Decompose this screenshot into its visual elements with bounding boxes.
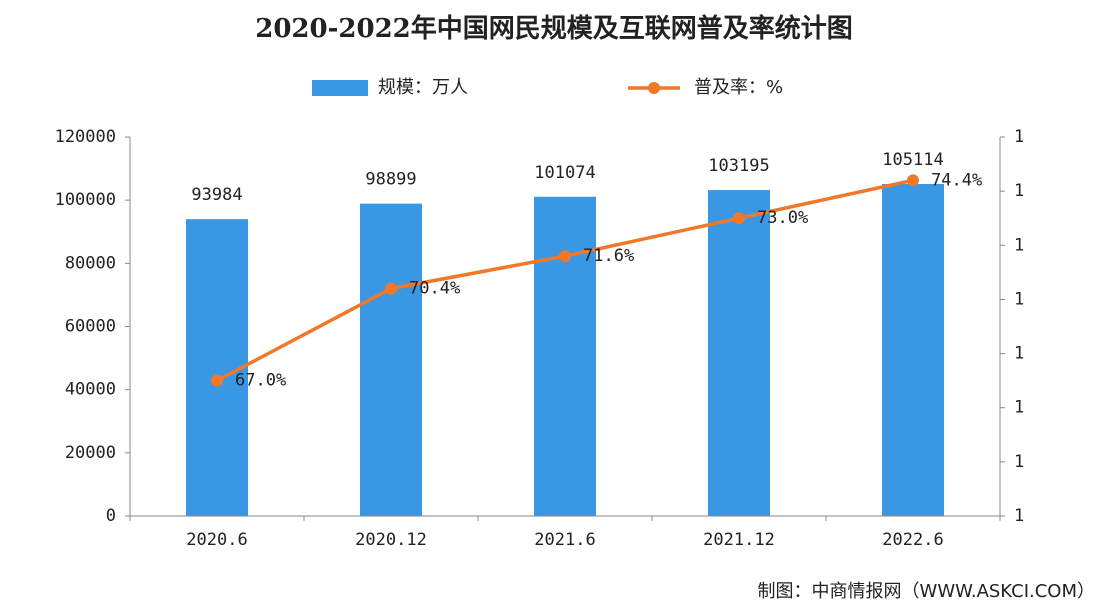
bar [708,190,770,516]
source-note: 制图：中商情报网（WWW.ASKCI.COM） [758,581,1095,602]
y2-tick-label: 1 [1014,452,1024,472]
y-tick-label: 20000 [65,443,116,463]
y-tick-label: 80000 [65,253,116,273]
line-point [211,374,223,387]
y2-tick-label: 1 [1014,181,1024,201]
line-point [733,212,745,225]
line-point [385,282,397,295]
line-value-label: 74.4% [931,170,982,190]
x-tick-label: 2020.12 [355,530,427,550]
y2-tick-label: 1 [1014,235,1024,255]
y-tick-label: 60000 [65,317,116,337]
line-value-label: 67.0% [235,371,286,391]
legend-label: 规模：万人 [378,77,468,98]
bar [882,184,944,516]
y-tick-label: 40000 [65,380,116,400]
y2-tick-label: 1 [1014,344,1024,364]
x-tick-label: 2021.12 [703,530,775,550]
y2-tick-label: 1 [1014,398,1024,418]
x-tick-label: 2022.6 [882,530,943,550]
line-value-label: 70.4% [409,279,460,299]
line-point [559,250,571,263]
y2-tick-label: 1 [1014,127,1024,147]
bar [186,219,248,516]
bar-value-label: 98899 [365,170,416,190]
x-tick-label: 2021.6 [534,530,595,550]
bar-value-label: 101074 [534,163,595,183]
line-value-label: 71.6% [583,246,634,266]
y-tick-label: 120000 [55,127,116,147]
bar [360,203,422,517]
bar-value-label: 93984 [191,185,242,205]
line-point [907,174,919,187]
line-value-label: 73.0% [757,208,808,228]
legend-swatch [648,82,660,94]
bar [534,196,596,517]
y2-tick-label: 1 [1014,289,1024,309]
x-tick-label: 2020.6 [186,530,247,550]
y2-tick-label: 1 [1014,506,1024,526]
bar-value-label: 105114 [882,150,943,170]
y-tick-label: 100000 [55,190,116,210]
chart-title: 2020-2022年中国网民规模及互联网普及率统计图 [255,13,853,44]
legend-swatch [312,80,368,96]
bar-value-label: 103195 [708,156,769,176]
y-tick-label: 0 [106,506,116,526]
legend-label: 普及率：% [694,77,783,98]
